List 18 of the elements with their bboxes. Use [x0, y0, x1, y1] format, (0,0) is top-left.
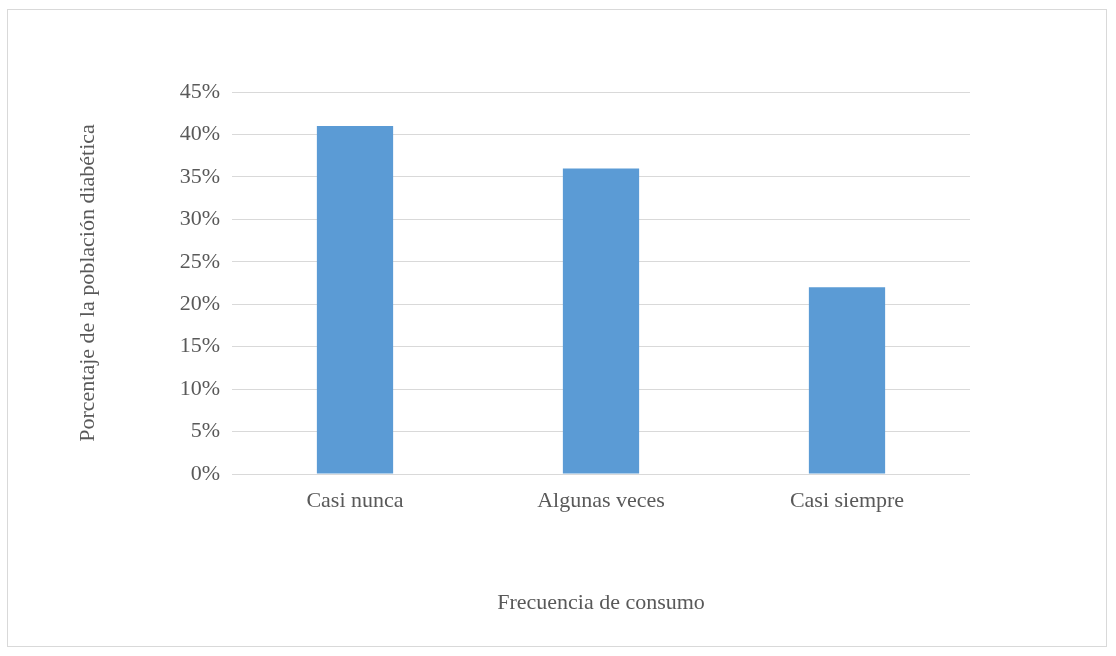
- y-tick-label: 20%: [179, 290, 220, 315]
- y-tick-label: 35%: [179, 162, 220, 188]
- x-tick-label: Algunas veces: [537, 486, 665, 512]
- y-tick-label: 30%: [179, 205, 220, 231]
- y-tick-label: 40%: [179, 120, 220, 146]
- y-tick-label: 10%: [179, 374, 220, 400]
- bar: [562, 168, 640, 474]
- y-axis-title: Porcentaje de la población diabética: [73, 123, 99, 442]
- y-tick-label: 45%: [179, 77, 220, 103]
- bar: [316, 125, 394, 474]
- y-tick-label: 15%: [179, 332, 220, 358]
- y-tick-label: 5%: [190, 417, 220, 443]
- bar: [808, 287, 886, 474]
- y-tick-label: 25%: [179, 247, 220, 273]
- x-axis-title: Frecuencia de consumo: [497, 588, 705, 614]
- x-tick-label: Casi nunca: [306, 486, 404, 512]
- x-tick-label: Casi siempre: [789, 486, 905, 512]
- y-tick-label: 0%: [190, 459, 220, 485]
